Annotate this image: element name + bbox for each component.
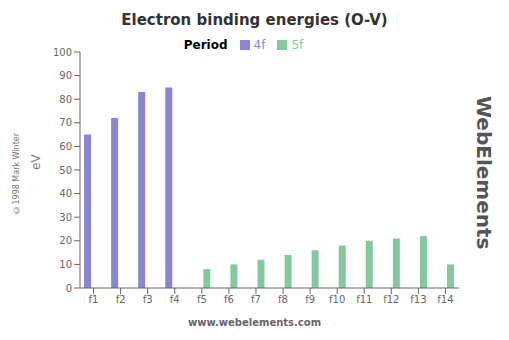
svg-text:f2: f2 — [116, 294, 126, 305]
html-text:www.webelements.com: www.webelements.com — [187, 317, 322, 328]
svg-text:f3: f3 — [143, 294, 153, 305]
svg-text:40: 40 — [59, 188, 72, 199]
svg-text:30: 30 — [59, 212, 72, 223]
html-text:WebElements: WebElements — [472, 96, 496, 250]
svg-text:10: 10 — [59, 259, 72, 270]
html-text:4f: 4f — [253, 38, 266, 52]
svg-text:eV: eV — [29, 154, 43, 170]
svg-text:70: 70 — [59, 117, 72, 128]
html-text:©1998 Mark Winter: ©1998 Mark Winter — [11, 132, 21, 214]
svg-text:f4: f4 — [170, 294, 180, 305]
svg-text:f5: f5 — [197, 294, 207, 305]
html-text:Electron binding energies (O-V: Electron binding energies (O-V) — [121, 11, 388, 29]
html-text:5f: 5f — [291, 38, 304, 52]
svg-text:90: 90 — [59, 70, 72, 81]
svg-text:20: 20 — [59, 235, 72, 246]
svg-text:80: 80 — [59, 94, 72, 105]
svg-text:0: 0 — [66, 283, 72, 294]
html-text:Period: Period — [183, 38, 228, 52]
svg-text:100: 100 — [53, 47, 72, 58]
svg-text:f13: f13 — [410, 294, 426, 305]
svg-text:f7: f7 — [251, 294, 261, 305]
svg-text:50: 50 — [59, 165, 72, 176]
svg-text:f6: f6 — [224, 294, 234, 305]
svg-text:f10: f10 — [329, 294, 345, 305]
svg-text:f8: f8 — [278, 294, 288, 305]
svg-text:f11: f11 — [356, 294, 372, 305]
svg-text:f1: f1 — [89, 294, 99, 305]
svg-text:f14: f14 — [437, 294, 453, 305]
svg-text:60: 60 — [59, 141, 72, 152]
svg-text:f9: f9 — [305, 294, 315, 305]
svg-text:f12: f12 — [383, 294, 399, 305]
